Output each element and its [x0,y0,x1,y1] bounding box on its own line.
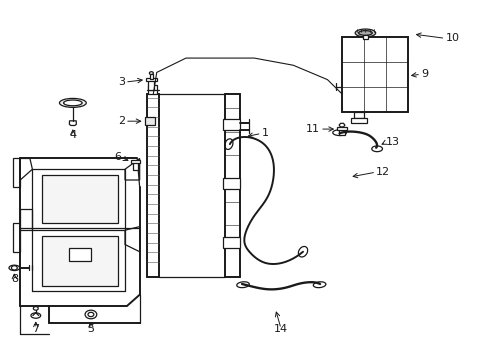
Circle shape [85,310,97,319]
Bar [350,118,366,123]
Ellipse shape [224,139,232,149]
Bar [148,80,154,90]
Circle shape [149,72,153,75]
Polygon shape [20,209,32,230]
Bar [338,128,344,135]
Ellipse shape [236,282,249,288]
Ellipse shape [354,29,375,37]
Bar [222,119,239,130]
Text: 1: 1 [261,129,268,138]
Bar [42,235,118,286]
Polygon shape [20,158,32,180]
Bar [148,85,157,94]
Text: 12: 12 [375,167,389,177]
Bar [341,37,407,112]
Ellipse shape [9,265,20,271]
Text: 2: 2 [118,116,125,126]
Text: 10: 10 [445,33,458,43]
Ellipse shape [313,282,325,288]
Polygon shape [125,158,140,180]
Ellipse shape [63,100,82,106]
Circle shape [11,266,17,270]
Text: 9: 9 [420,69,427,79]
Polygon shape [13,223,20,252]
Bar [144,117,155,125]
Ellipse shape [60,98,86,107]
Bar [69,248,91,261]
Text: 6: 6 [114,152,122,162]
Polygon shape [125,226,140,252]
Text: 7: 7 [32,324,40,334]
Ellipse shape [31,313,41,318]
Ellipse shape [358,31,371,35]
Polygon shape [69,121,76,126]
Bar [146,78,157,81]
Bar [42,175,118,223]
Bar [131,160,140,163]
Bar [133,161,138,170]
Bar [222,237,239,248]
Polygon shape [13,158,20,187]
Circle shape [33,307,38,310]
Bar [222,178,239,189]
Text: 8: 8 [11,274,18,284]
Ellipse shape [332,130,346,135]
Polygon shape [338,123,344,127]
Text: 14: 14 [273,324,287,334]
Bar [336,127,346,130]
Text: 13: 13 [385,138,399,147]
Ellipse shape [298,247,307,257]
Ellipse shape [371,146,382,152]
Text: 11: 11 [305,124,320,134]
Bar [362,36,367,39]
Text: 4: 4 [69,130,76,140]
Circle shape [78,276,89,285]
Text: 5: 5 [87,324,94,334]
Text: 3: 3 [118,77,125,87]
Bar [150,74,153,79]
Bar [353,112,363,118]
